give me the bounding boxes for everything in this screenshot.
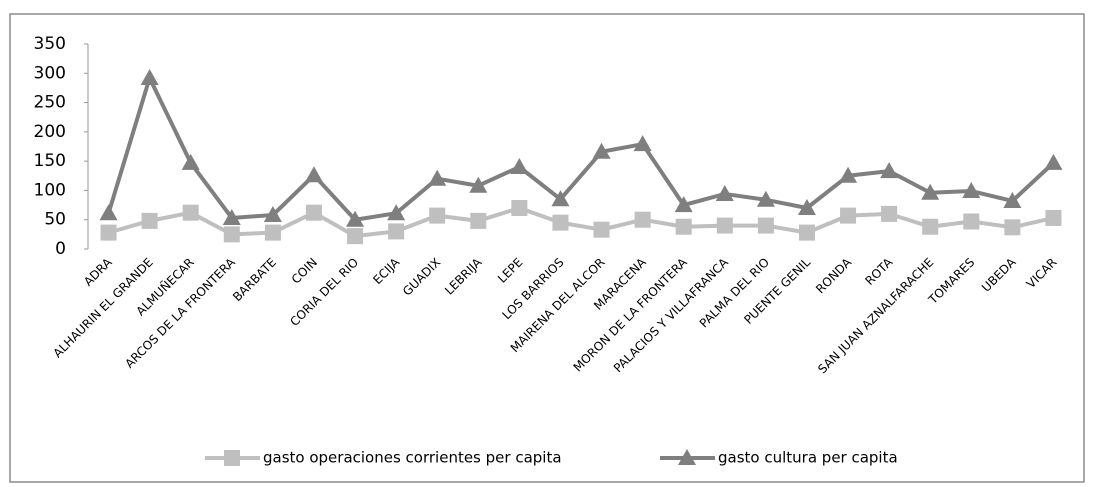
chart-border [9,13,1085,483]
y-tick-label: 100 [34,180,66,200]
marker-square [593,221,610,238]
marker-triangle [962,182,981,199]
marker-triangle [469,176,488,193]
marker-triangle [592,142,611,159]
y-tick-label: 50 [44,210,66,230]
marker-square [922,218,939,235]
marker-triangle [181,153,200,170]
marker-square [470,212,487,229]
marker-triangle [346,210,365,227]
marker-triangle [428,169,447,186]
marker-triangle [99,204,118,221]
marker-square [881,205,898,222]
marker-triangle [140,68,159,85]
marker-square [100,224,117,241]
marker-square [141,212,158,229]
marker-square [429,207,446,224]
y-tick-label: 250 [34,93,66,113]
marker-triangle [678,449,696,465]
marker-square [798,224,815,241]
y-tick-label: 350 [34,34,66,54]
marker-triangle [510,158,529,174]
marker-square [264,224,281,241]
marker-triangle [551,190,570,207]
marker-square [634,211,651,228]
marker-triangle [304,166,323,183]
marker-square [224,450,240,466]
marker-triangle [263,206,282,223]
legend-label: gasto cultura per capita [718,449,898,467]
marker-square [963,213,980,230]
marker-triangle [222,208,241,225]
marker-triangle [921,183,940,200]
marker-triangle [387,204,406,221]
marker-square [511,200,528,216]
y-tick-label: 150 [34,151,66,171]
marker-square [716,217,733,234]
marker-square [347,228,364,245]
marker-square [1045,209,1062,226]
marker-square [840,207,857,224]
marker-triangle [880,162,899,179]
marker-triangle [1003,191,1022,208]
y-tick-label: 300 [34,63,66,83]
marker-square [388,223,405,240]
marker-square [1004,219,1021,236]
marker-square [223,226,240,243]
marker-square [305,204,322,221]
legend-label: gasto operaciones corrientes per capita [263,449,562,467]
marker-triangle [1044,153,1063,170]
marker-triangle [839,166,858,183]
y-tick-label: 0 [55,239,66,259]
marker-triangle [715,184,734,201]
marker-square [552,214,569,231]
marker-triangle [756,190,775,207]
marker-triangle [797,199,816,215]
marker-triangle [633,135,652,152]
marker-square [182,204,199,221]
y-tick-label: 200 [34,122,66,142]
marker-square [675,218,692,235]
marker-square [757,217,774,234]
marker-triangle [674,196,693,213]
